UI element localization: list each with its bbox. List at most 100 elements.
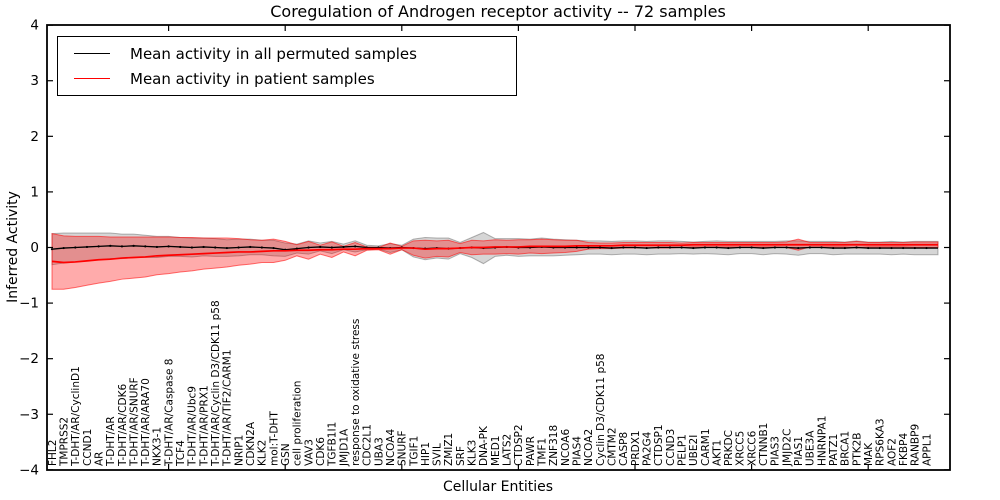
x-category-label: SVIL [432, 443, 444, 466]
line-permuted-marker [97, 245, 100, 248]
y-tick-label: −2 [19, 351, 39, 367]
line-permuted-marker [50, 248, 54, 251]
x-category-label: CARM1 [700, 428, 712, 466]
x-category-label: NCOA2 [583, 429, 595, 466]
x-category-label: TMPRSS2 [58, 417, 70, 467]
x-category-label: BRCA1 [840, 431, 852, 466]
x-axis-label: Cellular Entities [442, 479, 554, 495]
line-permuted-marker [668, 246, 672, 249]
x-category-label: response to oxidative stress [350, 319, 362, 466]
x-category-label: mol:T-DHT [268, 411, 280, 466]
line-permuted-marker [167, 245, 170, 248]
x-category-label: CASP8 [618, 432, 630, 466]
x-category-label: T-DHT/AR/CDK6 [117, 384, 129, 467]
x-category-label: NCOA4 [385, 429, 397, 466]
line-permuted-marker [808, 246, 812, 249]
x-category-label: PRKDC [723, 430, 735, 466]
line-permuted-marker [330, 246, 333, 249]
line-permuted-marker [85, 245, 89, 249]
line-permuted-marker [925, 246, 928, 250]
x-category-label: T-DHT/AR/ARA70 [140, 378, 152, 467]
x-category-label: TGFB1I1 [327, 422, 339, 467]
line-permuted-marker [249, 245, 252, 249]
x-category-label: HNRNPA1 [816, 416, 828, 466]
x-category-label: UBE3A [805, 430, 817, 466]
x-category-label: GSN [280, 443, 292, 466]
x-category-label: T-DHT/AR/PRX1 [198, 385, 210, 467]
line-permuted-marker [190, 246, 194, 249]
line-permuted-marker [773, 246, 777, 249]
x-category-label: NCOA6 [560, 429, 572, 466]
x-category-label: LATS2 [502, 434, 514, 466]
x-category-label: KLK3 [467, 440, 479, 466]
x-category-label: CCND3 [665, 429, 677, 466]
x-category-label: T-DHT/AR [105, 416, 117, 467]
x-category-label: TCF4 [175, 440, 187, 467]
line-permuted-marker [820, 246, 823, 249]
x-category-label: RPS6KA3 [875, 418, 887, 466]
line-permuted-marker [225, 246, 228, 250]
x-category-label: CDC2L1 [362, 424, 374, 466]
x-category-label: XRCC5 [735, 431, 747, 466]
x-category-label: CTDSP1 [653, 424, 665, 466]
line-permuted-marker [727, 246, 730, 250]
line-permuted-marker [307, 246, 310, 249]
line-permuted-marker [645, 246, 648, 250]
legend-line-permuted [74, 53, 110, 54]
x-category-label: SRF [455, 446, 467, 466]
line-permuted-marker [843, 246, 846, 250]
line-permuted-marker [132, 244, 135, 247]
line-permuted-marker [657, 246, 660, 249]
x-category-label: ZMIZ1 [443, 433, 455, 466]
x-category-label: DNA-PK [478, 425, 490, 466]
x-category-label: PRDX1 [630, 430, 642, 466]
line-permuted-marker [144, 245, 147, 248]
line-permuted-marker [715, 246, 718, 249]
line-permuted-marker [319, 245, 322, 249]
y-tick-label: −3 [19, 407, 39, 423]
line-permuted-marker [342, 245, 345, 249]
line-permuted-marker [74, 246, 77, 249]
line-permuted-marker [120, 245, 124, 248]
x-category-label: SNURF [397, 430, 409, 466]
x-category-label: TGIF1 [408, 436, 420, 467]
y-tick-label: 3 [30, 73, 39, 89]
y-tick-label: −4 [19, 462, 39, 478]
line-permuted-marker [867, 246, 870, 250]
x-category-label: VAV3 [303, 439, 315, 466]
line-permuted-marker [237, 246, 240, 249]
line-permuted-marker [260, 246, 263, 249]
line-permuted-marker [855, 246, 858, 249]
x-category-label: CCND1 [82, 429, 94, 466]
line-permuted-marker [295, 247, 298, 250]
line-permuted-marker [62, 246, 65, 250]
x-category-label: FHL2 [47, 440, 59, 466]
line-permuted-marker [622, 246, 625, 249]
x-category-label: NRIP1 [233, 435, 245, 466]
legend-item: Mean activity in all permuted samples [58, 42, 516, 66]
line-permuted-marker [272, 246, 275, 250]
y-tick-label: 0 [30, 240, 39, 256]
x-category-label: MAK [863, 442, 875, 466]
x-category-label: UBA3 [373, 437, 385, 466]
line-permuted-marker [832, 246, 835, 250]
line-permuted-marker [575, 246, 578, 249]
band-permuted [51, 231, 939, 266]
x-category-label: cell proliferation [292, 381, 304, 466]
y-tick-label: 2 [30, 129, 39, 145]
legend-label: Mean activity in all permuted samples [130, 44, 417, 63]
line-permuted-marker [750, 246, 753, 249]
y-tick-label: −1 [19, 296, 39, 312]
line-permuted-marker [214, 246, 217, 249]
x-category-label: PIAS1 [793, 436, 805, 466]
x-category-label: NKX3-1 [152, 427, 164, 466]
line-permuted-marker [354, 245, 357, 248]
x-category-label: T-DHT/AR/Ubc9 [187, 386, 199, 467]
x-category-label: MED1 [490, 436, 502, 466]
x-category-label: PAWR [525, 436, 537, 466]
x-category-label: TMF1 [537, 438, 549, 467]
x-category-label: KLK2 [257, 440, 269, 466]
x-category-label: CTNNB1 [758, 423, 770, 466]
x-category-label: JMJD1A [338, 428, 350, 467]
